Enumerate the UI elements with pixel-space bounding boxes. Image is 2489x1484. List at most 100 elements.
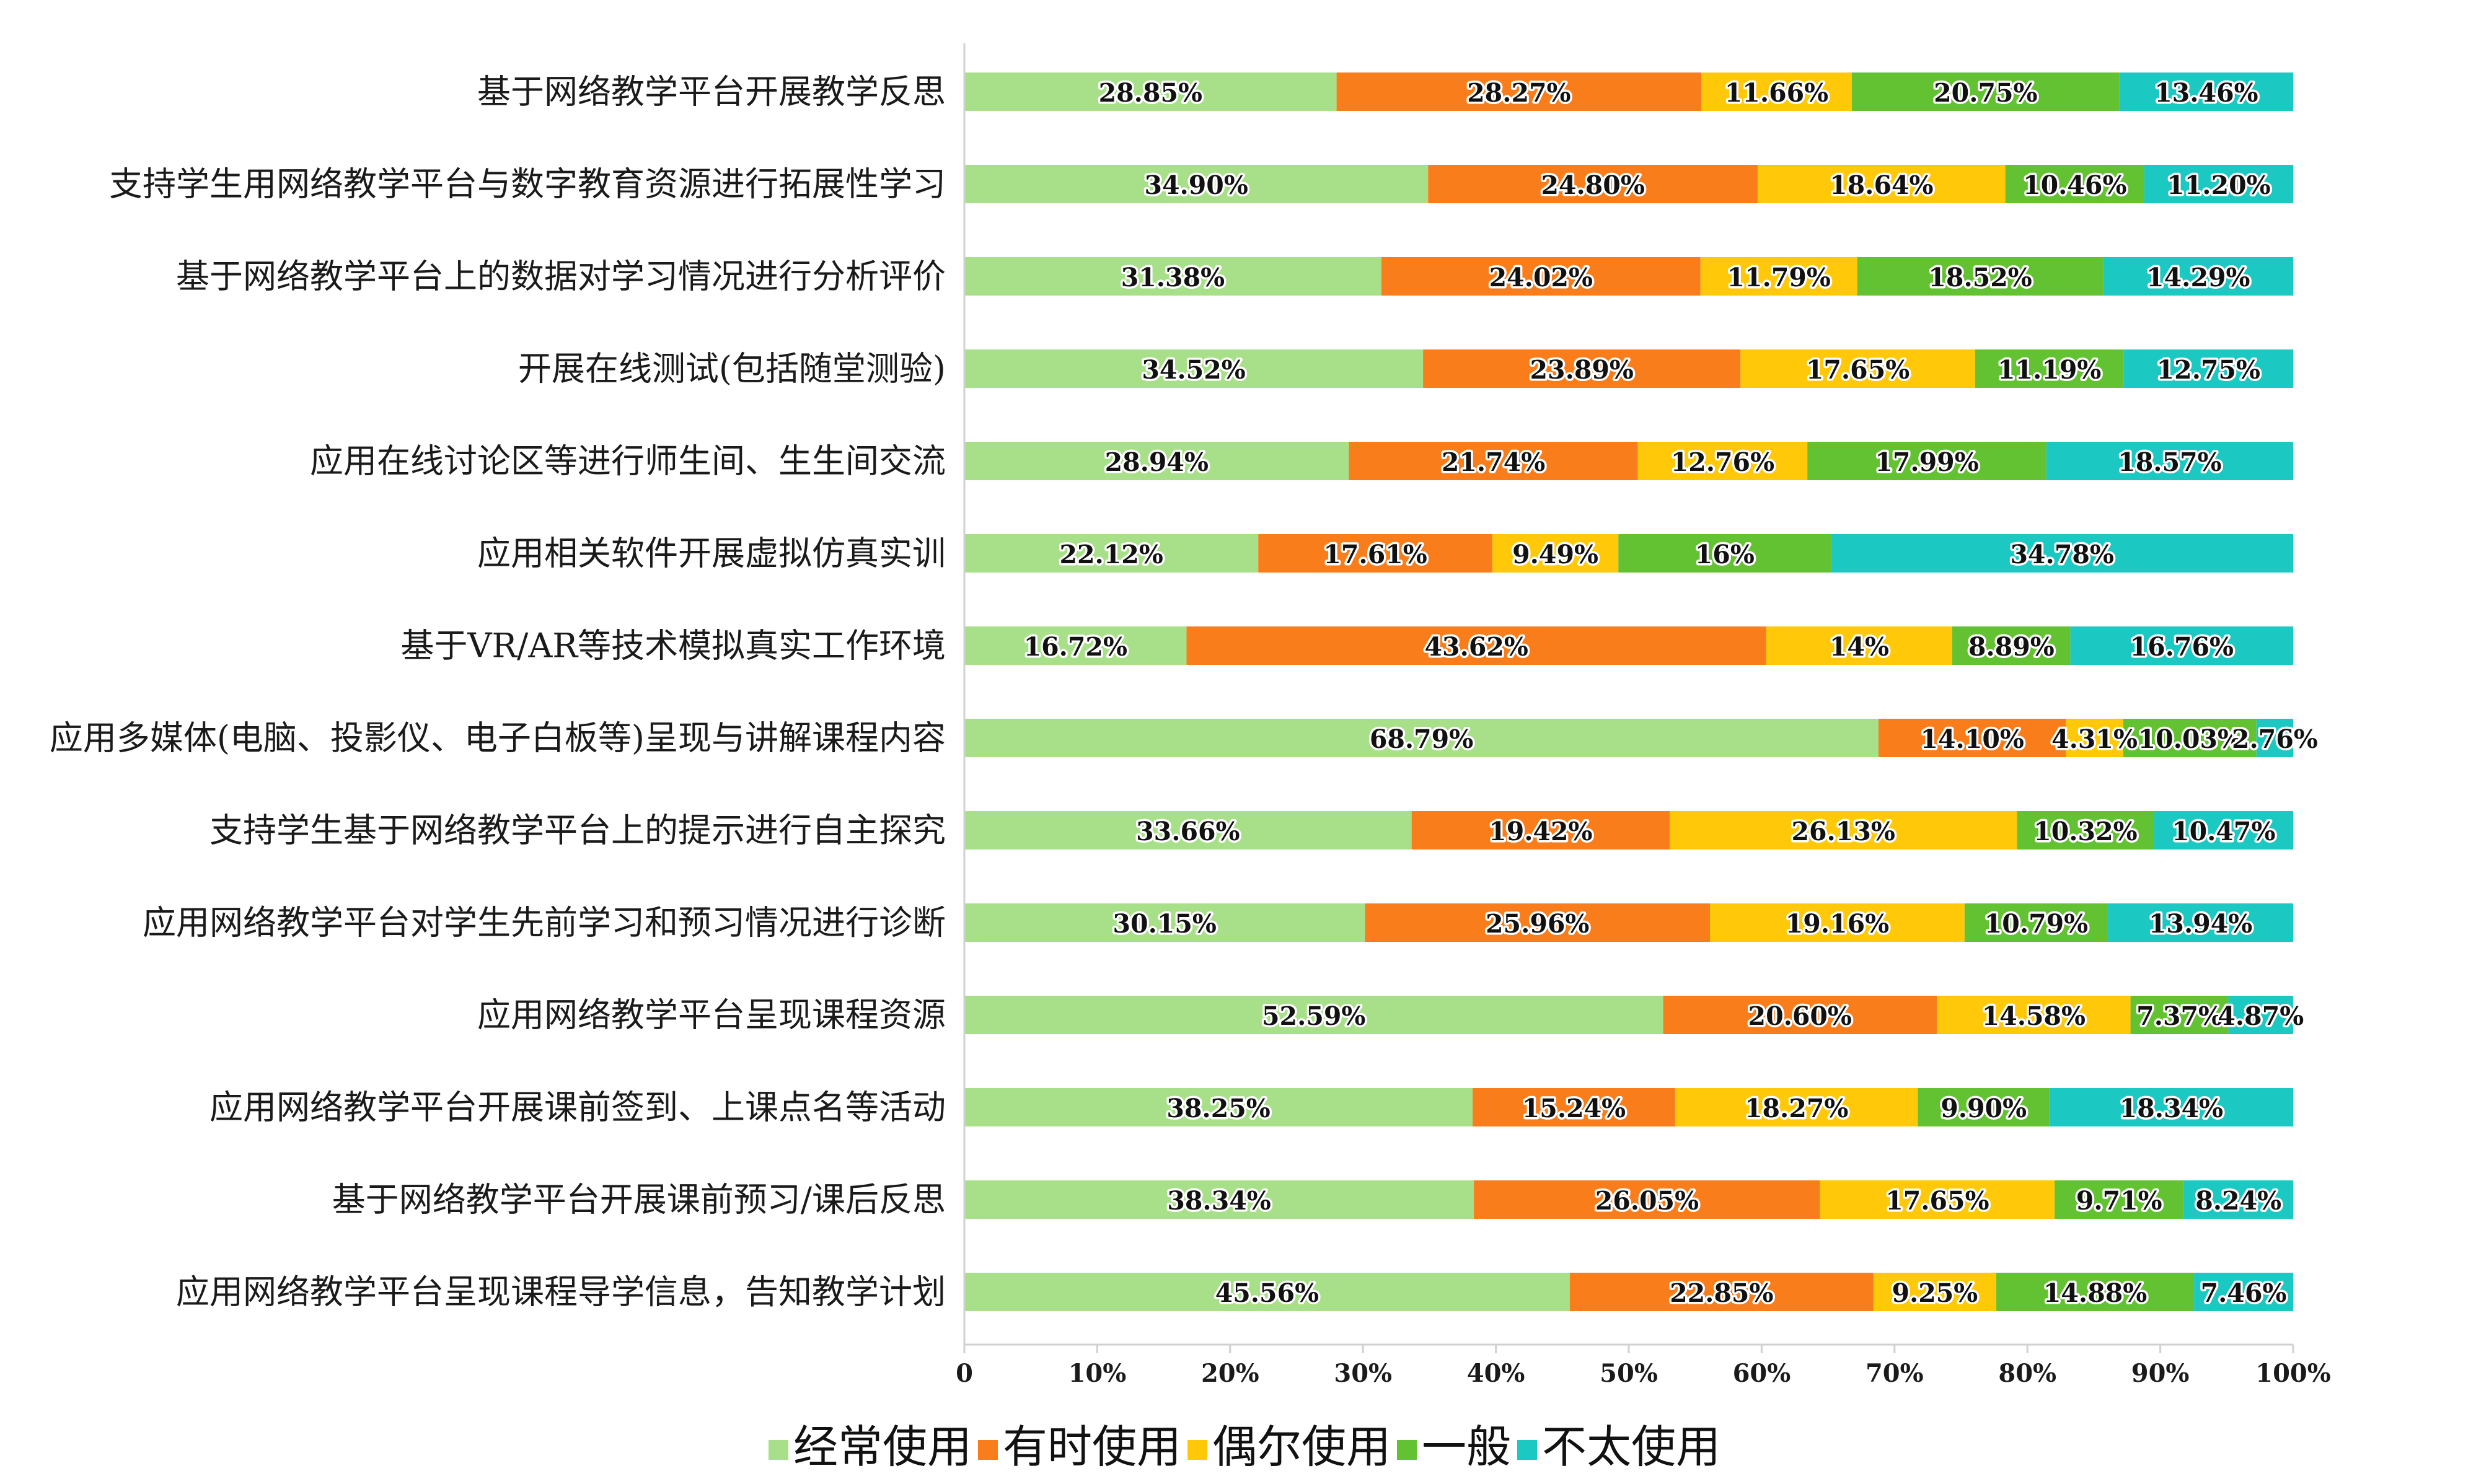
data-label: 17.61% [1323,540,1427,569]
data-label: 34.52% [1142,355,1245,385]
legend-label: 不太使用 [1542,1421,1720,1473]
data-label: 21.74% [1442,447,1545,477]
data-label: 8.89% [1968,632,2055,662]
data-label: 9.25% [1892,1278,1978,1308]
category-label: 应用相关软件开展虚拟仿真实训 [477,534,946,573]
legend-label: 经常使用 [793,1421,972,1473]
data-label: 28.27% [1467,78,1570,108]
data-label: 22.85% [1670,1278,1773,1308]
category-label: 应用网络教学平台呈现课程资源 [477,996,946,1035]
data-label: 19.16% [1786,909,1889,939]
data-label: 16.72% [1024,632,1127,662]
x-tick-label: 90% [2131,1359,2190,1388]
data-label: 30.15% [1113,909,1217,939]
data-label: 34.90% [1144,170,1248,200]
data-label: 9.90% [1941,1094,2027,1123]
x-tick-label: 40% [1467,1359,1525,1388]
data-label: 8.24% [2195,1186,2281,1216]
legend-swatch [1187,1440,1207,1460]
data-label: 10.46% [2023,170,2126,200]
data-label: 24.02% [1489,263,1593,292]
data-label: 14.88% [2043,1278,2147,1308]
legend-swatch [769,1440,788,1460]
data-label: 7.37% [2136,1001,2222,1031]
legend-label: 有时使用 [1003,1421,1181,1473]
category-label: 基于VR/AR等技术模拟真实工作环境 [400,626,946,665]
data-label: 31.38% [1121,263,1225,292]
data-label: 17.99% [1875,447,1978,477]
category-label: 开展在线测试(包括随堂测验) [518,349,946,389]
data-label: 11.79% [1727,263,1830,292]
data-label: 4.87% [2218,1001,2304,1031]
data-label: 10.47% [2172,817,2275,846]
x-tick-label: 30% [1334,1359,1392,1388]
data-label: 22.12% [1059,540,1163,569]
data-label: 10.03% [2138,724,2242,754]
data-label: 9.49% [1512,540,1598,569]
data-label: 38.34% [1167,1186,1271,1216]
category-label: 应用网络教学平台开展课前签到、上课点名等活动 [209,1088,946,1127]
legend-swatch [978,1440,998,1460]
data-label: 11.19% [1998,355,2101,385]
data-label: 17.65% [1806,355,1910,385]
data-label: 20.60% [1748,1001,1852,1031]
x-tick-label: 10% [1068,1359,1127,1388]
data-label: 18.64% [1830,170,1933,200]
data-label: 15.24% [1522,1094,1626,1123]
data-label: 2.76% [2232,724,2318,754]
data-label: 20.75% [1934,78,2037,108]
category-labels: 基于网络教学平台开展教学反思支持学生用网络教学平台与数字教育资源进行拓展性学习基… [50,72,946,1312]
data-label: 17.65% [1885,1186,1989,1216]
x-tick-label: 0 [956,1359,973,1388]
x-tick-label: 60% [1733,1359,1791,1388]
data-label: 11.66% [1725,78,1828,108]
data-label: 26.13% [1791,817,1895,846]
data-label: 45.56% [1215,1278,1319,1308]
x-tick-label: 50% [1600,1359,1658,1388]
category-label: 应用在线讨论区等进行师生间、生生间交流 [310,442,946,481]
data-label: 14.10% [1921,724,2024,754]
data-label: 34.78% [2010,540,2113,569]
data-label: 26.05% [1595,1186,1699,1216]
data-label: 18.27% [1745,1094,1848,1123]
data-label: 9.71% [2076,1186,2162,1216]
data-label: 28.85% [1099,78,1202,108]
data-label: 18.34% [2120,1094,2223,1123]
data-label: 10.79% [1985,909,2088,939]
legend-label: 一般 [1422,1421,1511,1473]
category-label: 基于网络教学平台开展教学反思 [477,72,946,112]
data-label: 33.66% [1136,817,1240,846]
bars-layer [964,72,2293,1311]
category-label: 基于网络教学平台上的数据对学习情况进行分析评价 [176,257,946,296]
data-label: 68.79% [1370,724,1473,754]
data-label: 10.32% [2033,817,2137,846]
x-tick-label: 70% [1866,1359,1924,1388]
data-label: 14.58% [1982,1001,2086,1031]
data-label: 14% [1830,632,1889,662]
data-label: 28.94% [1105,447,1209,477]
legend-label: 偶尔使用 [1212,1421,1391,1473]
category-label: 基于网络教学平台开展课前预习/课后反思 [332,1180,946,1219]
data-label: 11.20% [2167,170,2270,200]
data-label: 25.96% [1486,909,1589,939]
category-label: 支持学生基于网络教学平台上的提示进行自主探究 [209,811,946,850]
x-tick-label: 100% [2255,1359,2331,1388]
data-label: 18.57% [2118,447,2221,477]
data-label: 38.25% [1166,1094,1270,1123]
category-label: 应用网络教学平台对学生先前学习和预习情况进行诊断 [143,903,946,942]
data-label: 24.80% [1541,170,1644,200]
data-label: 19.42% [1489,817,1592,846]
data-label: 4.31% [2051,724,2138,754]
data-label: 13.46% [2154,78,2258,108]
legend: 经常使用 有时使用 偶尔使用 一般 不太使用 [769,1421,1720,1473]
legend-swatch [1397,1440,1417,1460]
data-label: 14.29% [2146,263,2250,292]
data-label: 16.76% [2130,632,2234,662]
data-label: 13.94% [2149,909,2252,939]
category-label: 应用多媒体(电脑、投影仪、电子白板等)呈现与讲解课程内容 [50,719,946,758]
data-label: 52.59% [1262,1001,1365,1031]
data-label: 23.89% [1530,355,1634,385]
x-tick-label: 20% [1201,1359,1259,1388]
data-label: 12.76% [1671,447,1774,477]
data-label: 18.52% [1928,263,2032,292]
